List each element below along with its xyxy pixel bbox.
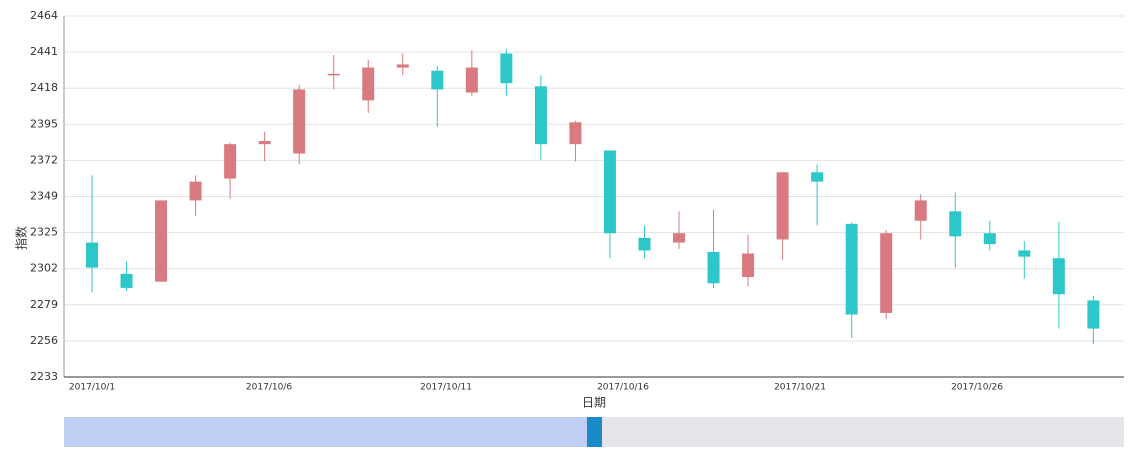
y-tick-label: 2325 [30,226,58,239]
candle-body [189,181,202,201]
candle-body [258,141,271,145]
y-axis-label: 指数 [14,226,29,250]
y-tick-label: 2233 [30,370,58,383]
candle-body [776,172,789,240]
candle-body [155,200,168,282]
candle-body [1052,258,1065,295]
x-axis-label: 日期 [582,396,606,410]
y-tick-label: 2441 [30,45,58,58]
y-tick-label: 2302 [30,262,58,275]
y-tick-label: 2256 [30,334,58,347]
candle-body [1087,300,1100,329]
candle-body [465,67,478,93]
candle-body [845,223,858,315]
candle-body [638,237,651,251]
candle-body [224,144,237,179]
candle-body [983,233,996,245]
x-tick-label: 2017/10/26 [951,383,1003,393]
y-tick-label: 2418 [30,81,58,94]
candle-body [811,172,824,182]
candle-body [949,211,962,237]
candle-body [707,251,720,284]
candle-body [914,200,927,221]
y-tick-label: 2279 [30,298,58,311]
x-tick-label: 2017/10/16 [597,383,649,393]
candle-body [673,233,686,243]
candle-body [534,86,547,145]
candle-body [120,273,133,288]
y-tick-label: 2464 [30,9,58,22]
candle-body [327,73,340,76]
candle-body [569,122,582,145]
candle-body [431,70,444,90]
x-tick-label: 2017/10/21 [774,383,826,393]
candle-body [86,242,98,268]
candle-body [396,64,409,68]
candle-body [880,233,893,313]
candle-body [1018,250,1031,257]
candle-body [293,89,306,154]
zoom-handle[interactable] [587,417,602,447]
candle-body [742,253,755,277]
x-tick-label: 2017/10/11 [420,383,472,393]
candle-body [500,53,513,84]
y-tick-label: 2372 [30,153,58,166]
y-tick-label: 2395 [30,117,58,130]
x-tick-label: 2017/10/6 [246,383,292,393]
zoom-selection[interactable] [64,417,587,447]
candle-body [603,150,616,234]
y-tick-label: 2349 [30,190,58,203]
candle-body [362,67,375,101]
x-tick-label: 2017/10/1 [69,383,115,393]
